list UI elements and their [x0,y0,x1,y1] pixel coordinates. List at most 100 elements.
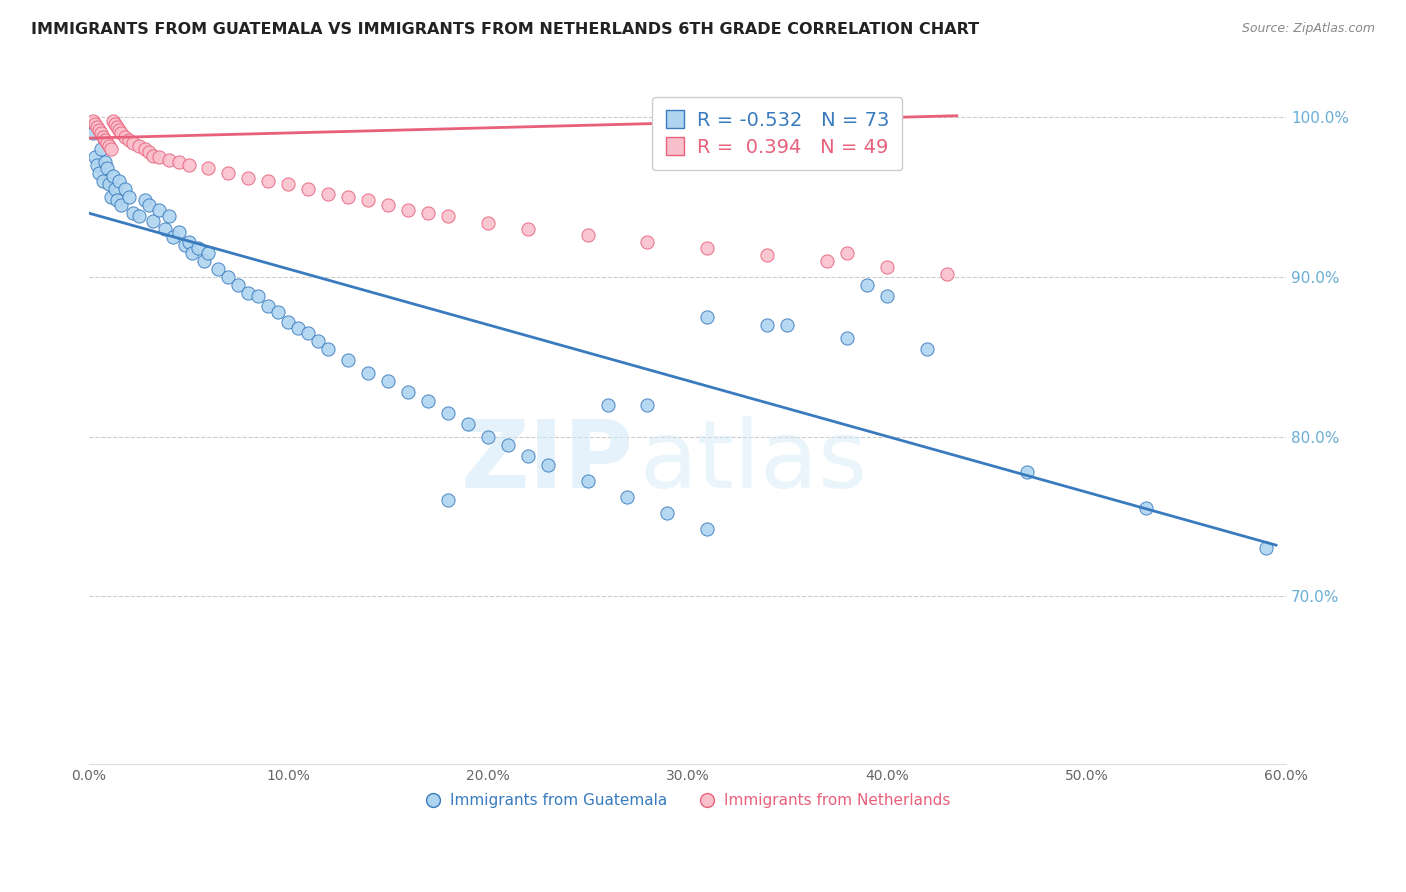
Point [316,342,339,356]
Point [576,475,599,489]
Point [107,174,129,188]
Point [101,113,124,128]
Point [177,235,200,249]
Point [86,158,108,172]
Point [1254,541,1277,556]
Point [307,334,329,348]
Point [100,190,122,204]
Point [101,169,124,184]
Point [97,178,120,192]
Point [134,142,156,156]
Point [876,260,898,275]
Point [416,206,439,220]
Point [477,216,499,230]
Point [138,145,160,160]
Point [247,289,270,303]
Point [477,429,499,443]
Point [277,315,299,329]
Point [187,241,209,255]
Point [107,123,129,137]
Point [437,406,460,420]
Point [93,155,115,169]
Point [177,158,200,172]
Point [104,182,127,196]
Point [377,374,399,388]
Point [316,186,339,201]
Point [396,202,419,217]
Point [128,139,150,153]
Point [121,206,143,220]
Point [117,133,139,147]
Point [297,326,319,340]
Point [856,277,879,292]
Point [696,241,718,255]
Point [87,166,110,180]
Point [357,194,380,208]
Text: Source: ZipAtlas.com: Source: ZipAtlas.com [1241,22,1375,36]
Point [117,190,139,204]
Point [167,225,190,239]
Point [96,136,118,150]
Point [337,353,360,368]
Point [193,254,215,268]
Point [835,331,858,345]
Point [97,139,120,153]
Point [437,210,460,224]
Point [696,522,718,536]
Point [181,246,204,260]
Point [257,299,280,313]
Text: ZIP: ZIP [461,416,634,508]
Point [82,113,104,128]
Point [157,210,180,224]
Point [457,417,479,431]
Point [696,310,718,324]
Point [87,123,110,137]
Point [377,198,399,212]
Point [657,506,679,520]
Point [596,398,619,412]
Point [142,149,165,163]
Point [636,398,658,412]
Point [138,198,160,212]
Point [148,150,170,164]
Point [277,178,299,192]
Point [105,120,128,134]
Point [1135,501,1157,516]
Legend: Immigrants from Guatemala, Immigrants from Netherlands: Immigrants from Guatemala, Immigrants fr… [418,788,956,814]
Point [110,198,132,212]
Point [91,174,114,188]
Point [915,342,938,356]
Point [616,490,638,504]
Point [173,238,195,252]
Point [337,190,360,204]
Point [148,202,170,217]
Point [516,222,538,236]
Point [100,142,122,156]
Point [257,174,280,188]
Point [935,267,957,281]
Point [91,129,114,144]
Point [835,246,858,260]
Point [1015,465,1038,479]
Point [228,277,250,292]
Point [437,493,460,508]
Point [90,126,112,140]
Point [197,161,219,176]
Point [121,136,143,150]
Point [815,254,838,268]
Text: IMMIGRANTS FROM GUATEMALA VS IMMIGRANTS FROM NETHERLANDS 6TH GRADE CORRELATION C: IMMIGRANTS FROM GUATEMALA VS IMMIGRANTS … [31,22,979,37]
Point [576,228,599,243]
Point [396,384,419,399]
Point [537,458,560,473]
Point [197,246,219,260]
Point [83,150,105,164]
Point [776,318,799,332]
Point [756,318,779,332]
Point [876,289,898,303]
Point [114,182,136,196]
Point [238,285,260,300]
Point [496,437,519,451]
Point [416,394,439,409]
Point [128,210,150,224]
Point [238,171,260,186]
